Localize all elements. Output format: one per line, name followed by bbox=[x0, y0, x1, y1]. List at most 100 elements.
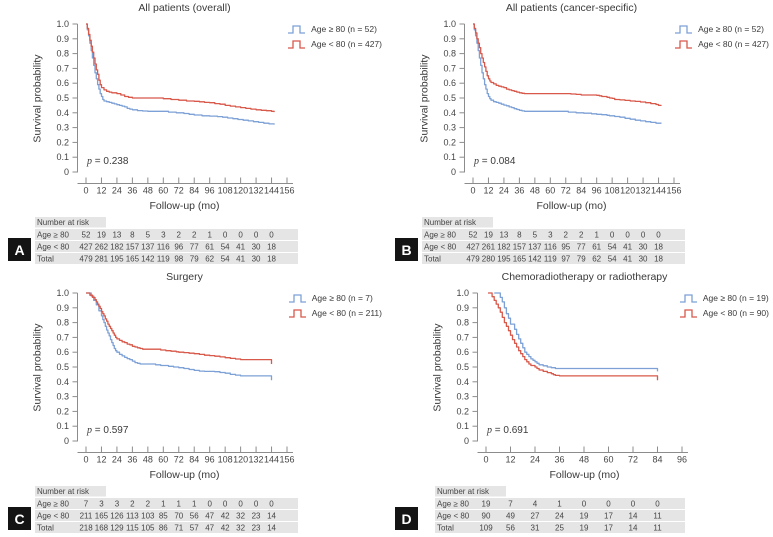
x-tick-label: 48 bbox=[143, 455, 153, 465]
risk-value: 19 bbox=[580, 524, 589, 533]
risk-value: 7 bbox=[84, 500, 89, 509]
x-tick-label: 108 bbox=[605, 186, 620, 196]
risk-value: 52 bbox=[469, 231, 478, 240]
y-tick-label: 0.4 bbox=[56, 108, 69, 118]
y-tick-label: 0.9 bbox=[456, 303, 469, 313]
risk-value: 19 bbox=[484, 231, 493, 240]
risk-table-header: Number at risk bbox=[424, 218, 477, 227]
p-number: = 0.084 bbox=[479, 156, 516, 167]
risk-value: 1 bbox=[192, 500, 197, 509]
legend-item: Age ≥ 80 (n = 52) bbox=[287, 21, 382, 36]
risk-value: 79 bbox=[577, 255, 586, 264]
y-tick-label: 0.1 bbox=[443, 152, 456, 162]
legend-item: Age ≥ 80 (n = 52) bbox=[674, 21, 769, 36]
risk-value: 18 bbox=[654, 243, 663, 252]
y-tick-label: 0.4 bbox=[443, 108, 456, 118]
km-curve bbox=[86, 23, 275, 113]
x-tick-label: 60 bbox=[545, 186, 555, 196]
x-tick-label: 84 bbox=[576, 186, 586, 196]
km-step-icon bbox=[679, 308, 697, 318]
risk-value: 0 bbox=[207, 500, 212, 509]
x-tick-label: 144 bbox=[264, 455, 279, 465]
panel-letter: B bbox=[395, 238, 418, 261]
risk-value: 41 bbox=[623, 255, 632, 264]
risk-value: 77 bbox=[577, 243, 586, 252]
risk-value: 157 bbox=[126, 243, 140, 252]
risk-value: 61 bbox=[205, 243, 214, 252]
risk-header-bg bbox=[422, 217, 493, 228]
legend-item: Age < 80 (n = 90) bbox=[679, 305, 769, 320]
risk-value: 25 bbox=[555, 524, 564, 533]
legend-label: Age ≥ 80 (n = 7) bbox=[311, 292, 373, 303]
risk-header-bg bbox=[35, 486, 106, 497]
risk-value: 19 bbox=[580, 512, 589, 521]
km-step-icon bbox=[288, 24, 306, 34]
risk-value: 3 bbox=[99, 500, 104, 509]
risk-value: 19 bbox=[97, 231, 106, 240]
risk-value: 119 bbox=[157, 255, 170, 264]
x-tick-label: 36 bbox=[127, 186, 137, 196]
km-curve bbox=[488, 292, 659, 381]
risk-row-label: Total bbox=[37, 524, 54, 533]
risk-value: 30 bbox=[252, 243, 261, 252]
risk-value: 116 bbox=[544, 243, 557, 252]
x-tick-label: 84 bbox=[652, 455, 662, 465]
risk-value: 62 bbox=[592, 255, 601, 264]
y-tick-label: 0.8 bbox=[56, 49, 69, 59]
risk-value: 126 bbox=[110, 512, 124, 521]
risk-value: 4 bbox=[533, 500, 538, 509]
km-curve bbox=[86, 23, 275, 125]
y-axis-label: Survival probability bbox=[31, 323, 44, 412]
y-tick-label: 0.6 bbox=[456, 347, 469, 357]
risk-value: 17 bbox=[604, 524, 613, 533]
risk-value: 1 bbox=[161, 500, 166, 509]
risk-value: 32 bbox=[236, 512, 245, 521]
risk-value: 142 bbox=[528, 255, 542, 264]
y-tick-label: 0.9 bbox=[56, 303, 69, 313]
y-tick-label: 0.7 bbox=[456, 332, 469, 342]
x-tick-label: 156 bbox=[279, 186, 294, 196]
risk-value: 23 bbox=[252, 512, 261, 521]
x-tick-label: 132 bbox=[636, 186, 651, 196]
risk-value: 5 bbox=[533, 231, 538, 240]
risk-value: 8 bbox=[130, 231, 135, 240]
legend-label: Age < 80 (n = 427) bbox=[311, 38, 382, 49]
y-tick-label: 0.1 bbox=[56, 421, 69, 431]
risk-value: 86 bbox=[159, 524, 168, 533]
risk-value: 129 bbox=[110, 524, 124, 533]
km-curve bbox=[473, 23, 662, 107]
risk-value: 3 bbox=[161, 231, 166, 240]
risk-value: 103 bbox=[141, 512, 155, 521]
p-value: p = 0.691 bbox=[487, 425, 528, 436]
risk-value: 70 bbox=[174, 512, 183, 521]
risk-row-bg bbox=[35, 510, 298, 521]
risk-value: 54 bbox=[608, 255, 617, 264]
risk-value: 79 bbox=[190, 255, 199, 264]
risk-value: 18 bbox=[267, 243, 276, 252]
risk-value: 32 bbox=[236, 524, 245, 533]
y-tick-label: 0.5 bbox=[56, 93, 69, 103]
y-axis-label: Survival probability bbox=[418, 54, 431, 143]
x-tick-label: 132 bbox=[249, 186, 264, 196]
risk-value: 0 bbox=[223, 231, 228, 240]
risk-value: 23 bbox=[252, 524, 261, 533]
y-tick-label: 1.0 bbox=[456, 288, 469, 298]
risk-header-bg bbox=[435, 486, 506, 497]
km-curve bbox=[473, 23, 662, 124]
risk-value: 0 bbox=[254, 500, 259, 509]
risk-value: 137 bbox=[141, 243, 155, 252]
risk-value: 31 bbox=[531, 524, 540, 533]
risk-row-label: Total bbox=[437, 524, 454, 533]
risk-value: 1 bbox=[557, 500, 562, 509]
risk-value: 1 bbox=[207, 231, 212, 240]
risk-row-bg bbox=[35, 498, 298, 509]
x-tick-label: 24 bbox=[112, 186, 122, 196]
panel-title: Chemoradiotherapy or radiotherapy bbox=[501, 271, 668, 283]
risk-value: 2 bbox=[146, 500, 151, 509]
risk-value: 95 bbox=[561, 243, 570, 252]
x-tick-label: 24 bbox=[112, 455, 122, 465]
p-value: p = 0.084 bbox=[474, 156, 515, 167]
risk-value: 109 bbox=[479, 524, 493, 533]
risk-value: 182 bbox=[497, 243, 511, 252]
